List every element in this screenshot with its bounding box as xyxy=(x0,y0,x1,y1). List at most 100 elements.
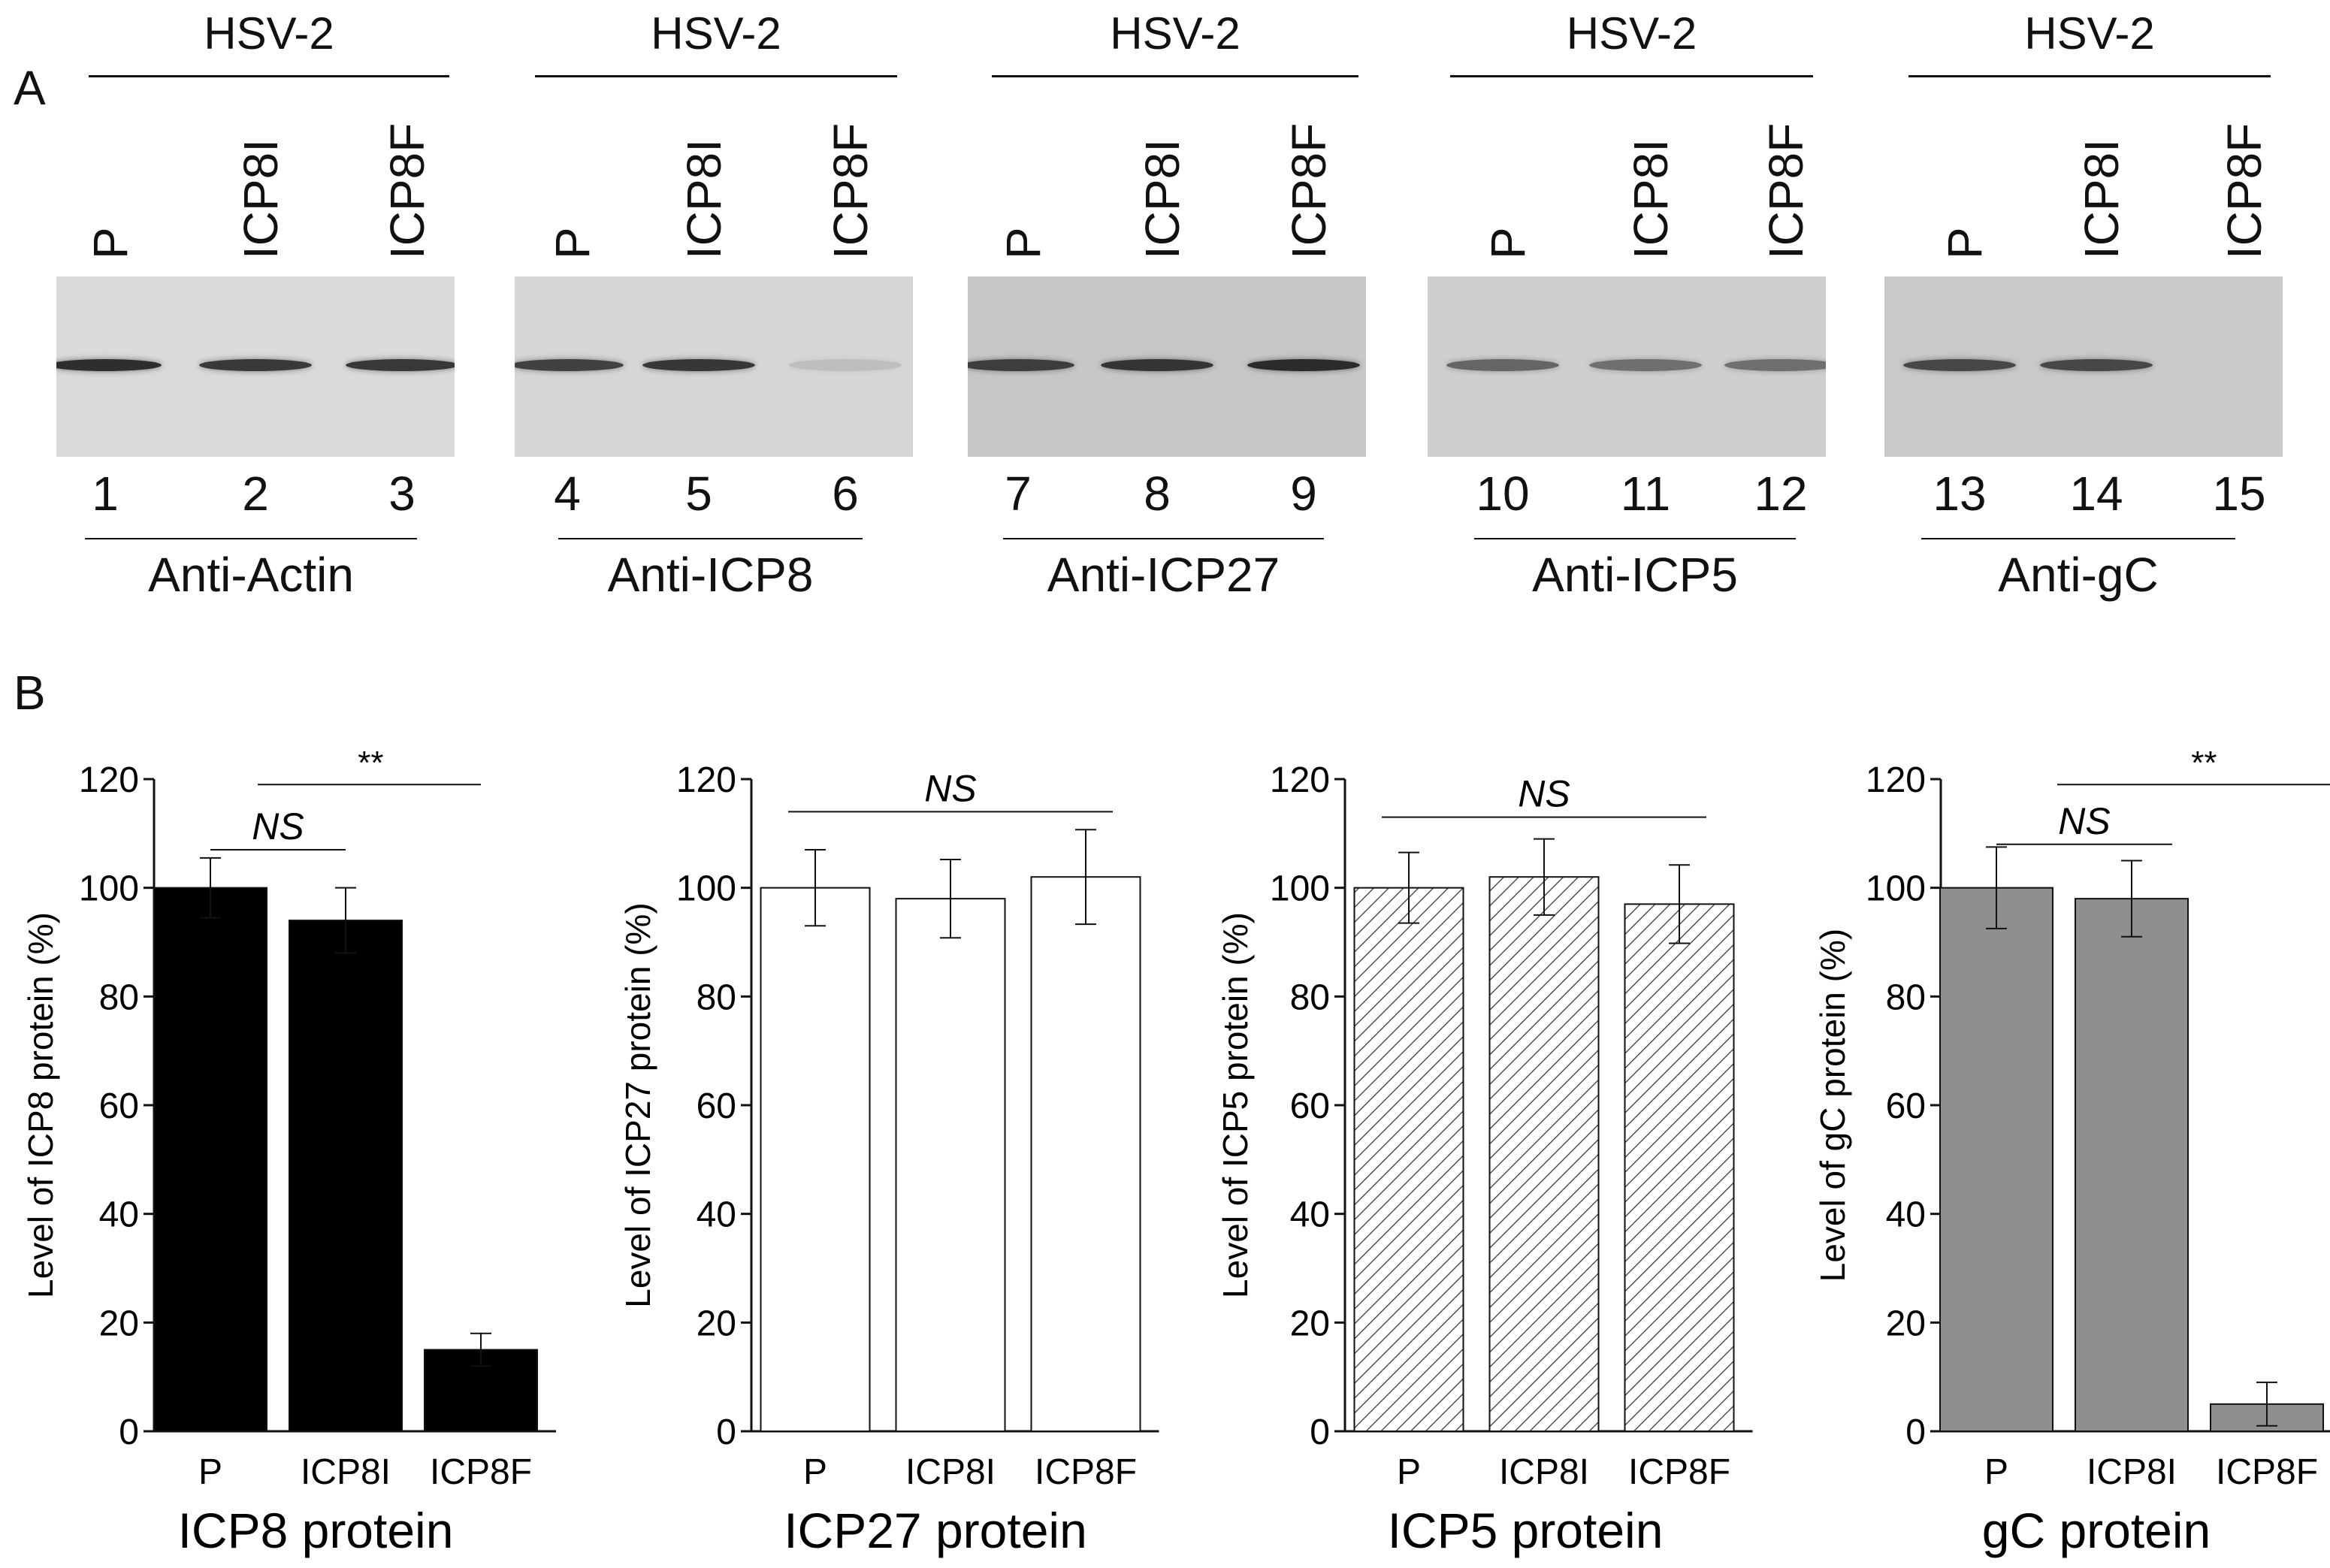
bar xyxy=(1353,887,1464,1432)
lane-number: 10 xyxy=(1476,467,1530,521)
y-axis-label: Level of ICP8 protein (%) xyxy=(21,912,60,1298)
y-tick-label: 120 xyxy=(1866,760,1926,800)
significance-label: NS xyxy=(924,767,976,809)
virus-underline xyxy=(992,75,1358,77)
virus-underline xyxy=(1450,75,1813,77)
protein-band xyxy=(56,359,162,371)
y-tick-label: 100 xyxy=(676,869,736,909)
lane-number: 6 xyxy=(832,467,859,521)
bar xyxy=(153,887,267,1432)
category-label: P xyxy=(803,1452,827,1492)
category-label: ICP8I xyxy=(1499,1452,1589,1492)
panel-a-label: A xyxy=(14,61,46,115)
y-axis-label: Level of gC protein (%) xyxy=(1813,929,1852,1282)
y-tick-label: 100 xyxy=(1270,869,1330,909)
y-tick-label: 80 xyxy=(1886,977,1926,1017)
antibody-underline xyxy=(85,538,417,539)
chart-title: ICP8 protein xyxy=(178,1503,454,1558)
lane-number: 13 xyxy=(1933,467,1987,521)
protein-band xyxy=(789,359,902,371)
significance-label: ** xyxy=(356,745,383,781)
protein-band xyxy=(346,359,455,371)
category-label: ICP8I xyxy=(301,1452,391,1492)
bar xyxy=(424,1349,538,1432)
panel-b-label: B xyxy=(14,666,46,720)
y-tick-label: 60 xyxy=(99,1086,139,1126)
y-tick-label: 20 xyxy=(1290,1304,1330,1343)
category-label: ICP8I xyxy=(2087,1452,2177,1492)
category-label: ICP8F xyxy=(430,1452,532,1492)
virus-label: HSV-2 xyxy=(651,8,781,59)
protein-band xyxy=(199,359,312,371)
y-tick-label: 20 xyxy=(1886,1304,1926,1343)
protein-band xyxy=(968,359,1074,371)
antibody-underline xyxy=(1003,538,1324,539)
y-tick-label: 60 xyxy=(1290,1086,1330,1126)
y-tick-label: 80 xyxy=(99,977,139,1017)
antibody-label: Anti-Actin xyxy=(148,548,354,602)
significance-label: NS xyxy=(1518,773,1570,815)
bar xyxy=(760,887,871,1432)
protein-band xyxy=(2040,359,2153,371)
virus-underline xyxy=(535,75,897,77)
lane-number: 11 xyxy=(1620,467,1671,521)
lane-number: 1 xyxy=(92,467,119,521)
blot-image xyxy=(968,276,1366,457)
bar xyxy=(1624,903,1735,1433)
category-label: ICP8F xyxy=(1035,1452,1137,1492)
chart-title: ICP27 protein xyxy=(784,1503,1087,1558)
protein-band xyxy=(1101,359,1213,371)
y-tick-label: 120 xyxy=(1270,760,1330,800)
y-tick-label: 40 xyxy=(1886,1195,1926,1235)
category-label: ICP8F xyxy=(1628,1452,1730,1492)
virus-label: HSV-2 xyxy=(1110,8,1241,59)
protein-band xyxy=(1446,359,1559,371)
y-axis-label: Level of ICP27 protein (%) xyxy=(618,902,657,1308)
y-tick-label: 40 xyxy=(1290,1195,1330,1235)
lane-number: 8 xyxy=(1144,467,1171,521)
y-tick-label: 80 xyxy=(697,977,736,1017)
lane-number: 14 xyxy=(2069,467,2123,521)
lane-number: 2 xyxy=(242,467,269,521)
y-tick-label: 40 xyxy=(99,1195,139,1235)
y-tick-label: 120 xyxy=(676,760,736,800)
y-tick-label: 0 xyxy=(119,1412,139,1452)
antibody-label: Anti-gC xyxy=(1998,548,2159,602)
antibody-underline xyxy=(1474,538,1796,539)
y-tick-label: 0 xyxy=(716,1412,736,1452)
virus-label: HSV-2 xyxy=(204,8,334,59)
bar xyxy=(1939,887,2053,1432)
category-label: P xyxy=(198,1452,222,1492)
y-tick-label: 20 xyxy=(697,1304,736,1343)
bar xyxy=(289,920,403,1432)
blot-image xyxy=(56,276,455,457)
lane-number: 5 xyxy=(685,467,712,521)
protein-band xyxy=(515,359,624,371)
antibody-label: Anti-ICP5 xyxy=(1532,548,1738,602)
protein-band xyxy=(1903,359,2016,371)
antibody-label: Anti-ICP8 xyxy=(607,548,814,602)
blot-image xyxy=(1884,276,2283,457)
chart-title: gC protein xyxy=(1982,1503,2211,1558)
y-tick-label: 60 xyxy=(697,1086,736,1126)
lane-number: 12 xyxy=(1754,467,1808,521)
y-tick-label: 100 xyxy=(1866,869,1926,909)
bar xyxy=(1488,876,1600,1432)
y-tick-label: 120 xyxy=(79,760,139,800)
y-tick-label: 0 xyxy=(1905,1412,1926,1452)
y-tick-label: 40 xyxy=(697,1195,736,1235)
y-tick-label: 100 xyxy=(79,869,139,909)
protein-band xyxy=(1724,359,1826,371)
virus-underline xyxy=(1908,75,2271,77)
blot-image xyxy=(1428,276,1826,457)
virus-label: HSV-2 xyxy=(1566,8,1697,59)
significance-label: NS xyxy=(2058,800,2110,842)
blot-image xyxy=(515,276,913,457)
lane-number: 3 xyxy=(388,467,416,521)
antibody-underline xyxy=(558,538,863,539)
lane-number: 15 xyxy=(2212,467,2266,521)
category-label: ICP8I xyxy=(905,1452,996,1492)
bar xyxy=(895,898,1006,1432)
significance-label: ** xyxy=(2189,745,2217,781)
